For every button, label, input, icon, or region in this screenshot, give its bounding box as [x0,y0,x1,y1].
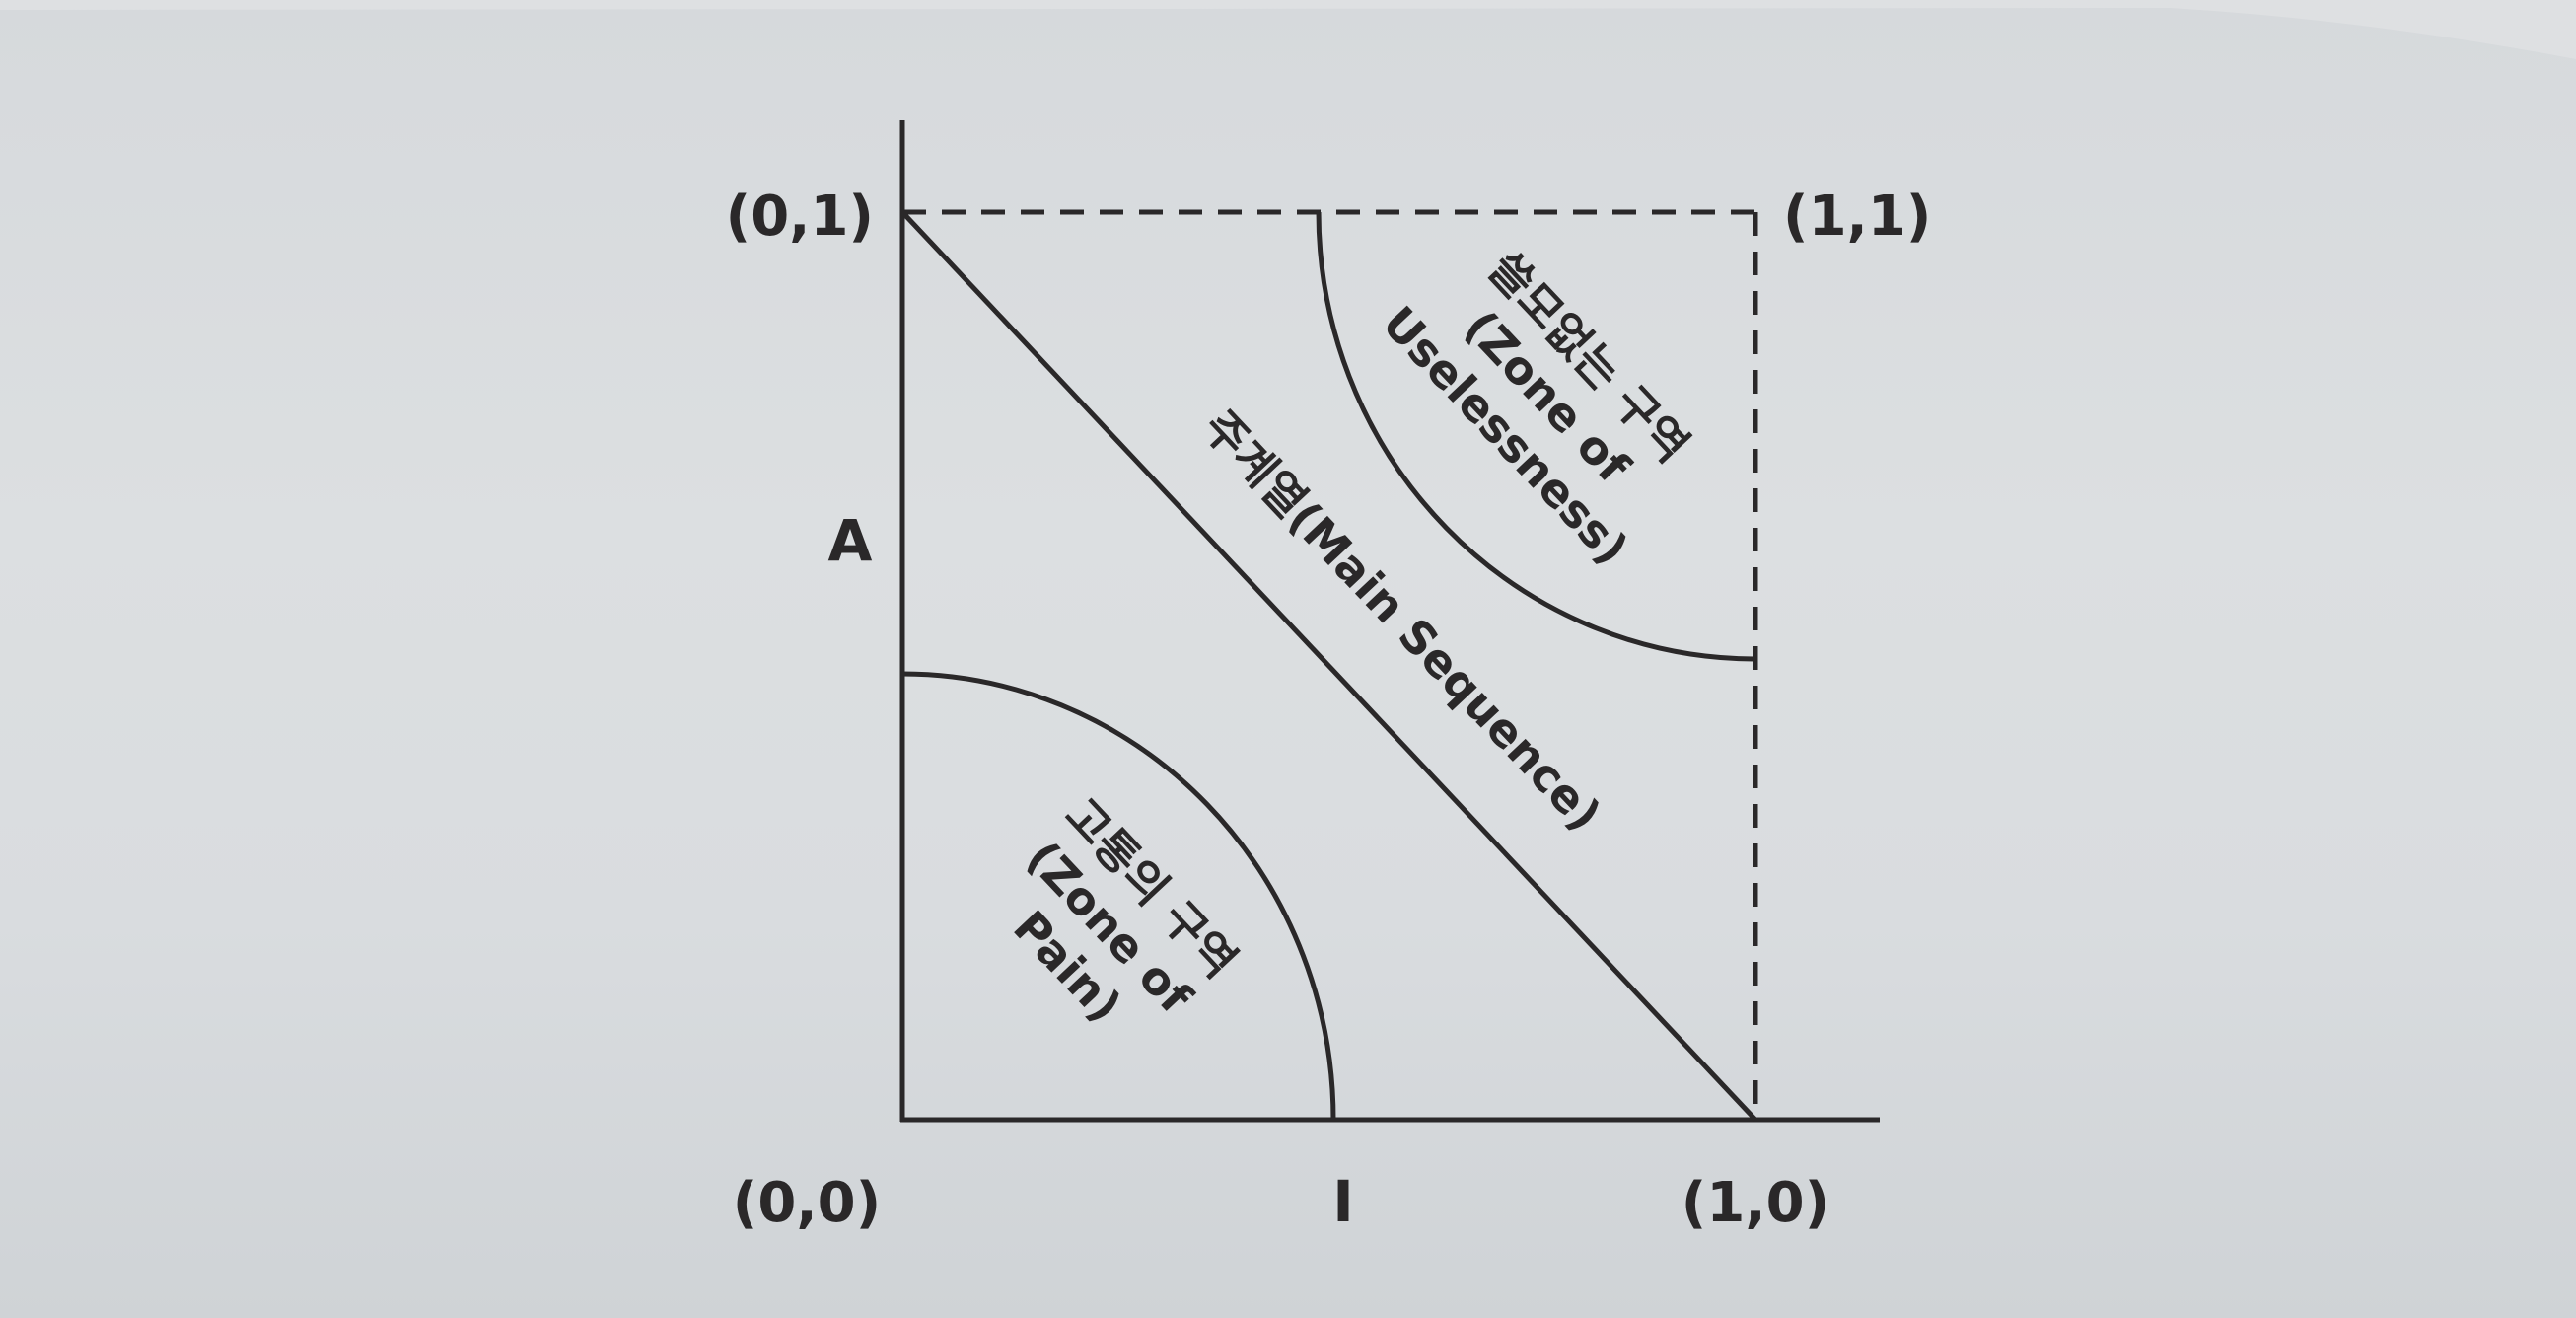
y-axis-label: A [828,507,873,574]
point-label-origin: (0,0) [733,1171,881,1235]
zone-of-uselessness-arc [1316,211,1756,662]
point-label-top-right: (1,1) [1783,184,1931,249]
point-label-top-left: (0,1) [726,184,874,249]
zone-of-pain-label-group: 고통의 구역 (Zone of Pain) [1003,788,1247,1033]
page-edge-highlight [0,0,2576,59]
zone-of-uselessness-label-group: 쓸모없는 구역 (Zone of Uselessness) [1372,242,1699,575]
x-axis-label: I [1332,1168,1354,1235]
zone-of-pain-arc [901,671,1336,1121]
main-sequence-line [900,210,1757,1122]
point-label-bottom-right: (1,0) [1682,1171,1829,1235]
